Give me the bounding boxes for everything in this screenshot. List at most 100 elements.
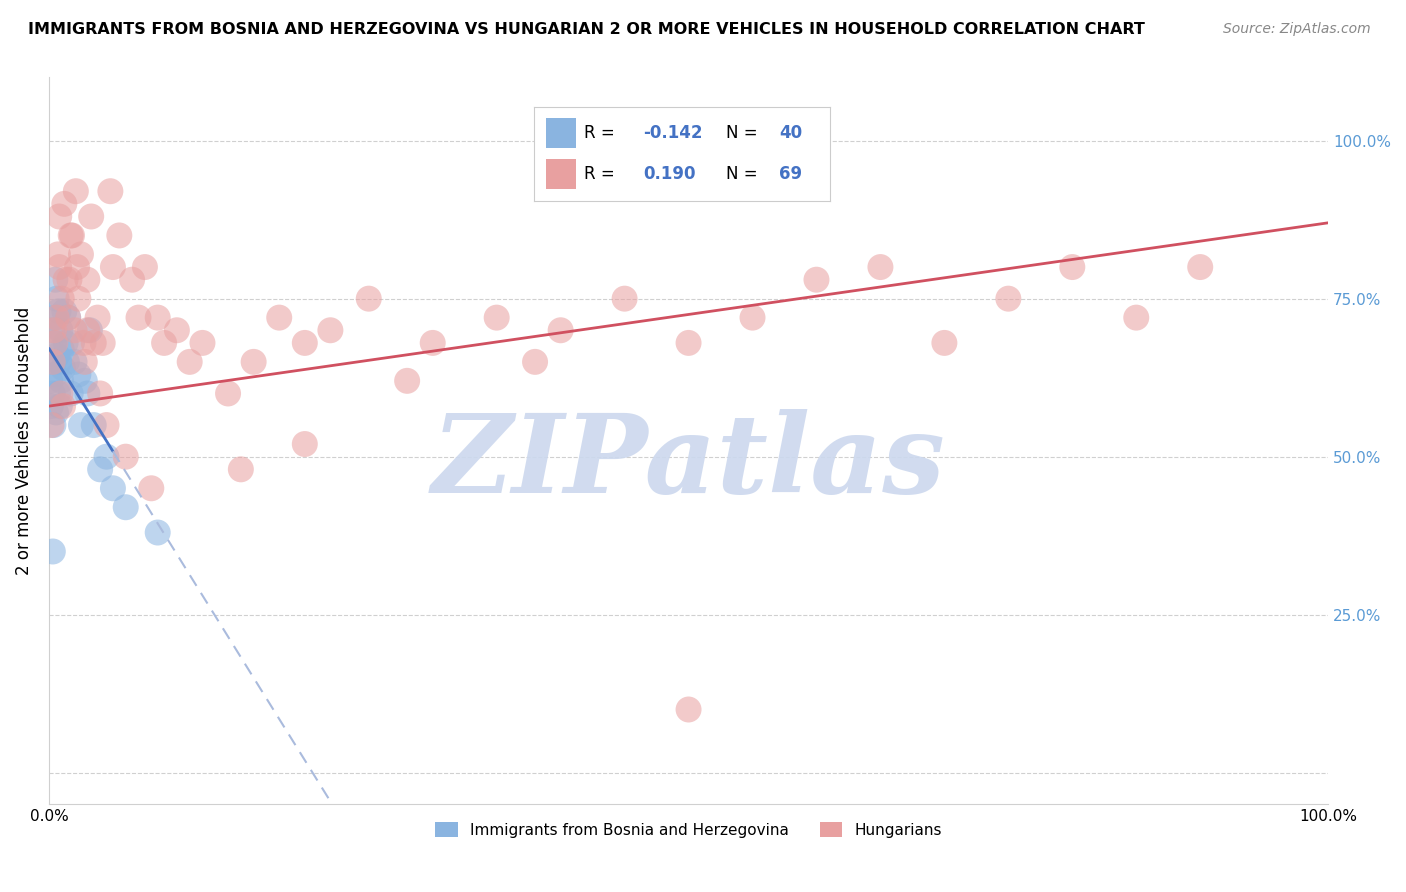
Point <box>294 335 316 350</box>
Point <box>146 310 169 325</box>
Point <box>613 292 636 306</box>
Point <box>229 462 252 476</box>
Point <box>128 310 150 325</box>
Bar <box>546 160 575 189</box>
Text: 69: 69 <box>779 166 803 184</box>
Point <box>678 335 700 350</box>
Point <box>191 335 214 350</box>
Point <box>1189 260 1212 274</box>
Point <box>396 374 419 388</box>
Point <box>42 335 65 350</box>
Point <box>72 335 94 350</box>
Point <box>357 292 380 306</box>
Point <box>121 273 143 287</box>
Point <box>146 525 169 540</box>
Point <box>44 335 66 350</box>
Point <box>108 228 131 243</box>
Point <box>678 702 700 716</box>
Point <box>56 310 79 325</box>
Point <box>83 418 105 433</box>
Point <box>52 399 75 413</box>
Text: N =: N = <box>725 166 763 184</box>
Point <box>48 260 70 274</box>
Point <box>55 335 77 350</box>
Point <box>101 481 124 495</box>
Point <box>76 273 98 287</box>
Point <box>997 292 1019 306</box>
Point <box>45 292 67 306</box>
Point <box>42 544 65 558</box>
Point <box>44 273 66 287</box>
Point <box>114 500 136 515</box>
Point <box>59 386 82 401</box>
Point <box>217 386 239 401</box>
Point <box>39 374 62 388</box>
Point <box>55 273 77 287</box>
Point <box>70 418 93 433</box>
Point <box>60 228 83 243</box>
Text: Source: ZipAtlas.com: Source: ZipAtlas.com <box>1223 22 1371 37</box>
Point <box>79 323 101 337</box>
Point <box>59 228 82 243</box>
Point <box>42 386 65 401</box>
Point <box>66 260 89 274</box>
Point <box>45 310 67 325</box>
Point <box>1062 260 1084 274</box>
Point <box>294 437 316 451</box>
Point <box>485 310 508 325</box>
Text: 0.190: 0.190 <box>644 166 696 184</box>
Point <box>422 335 444 350</box>
Point <box>51 343 73 357</box>
Point <box>46 349 69 363</box>
Point <box>41 355 63 369</box>
Point <box>67 292 90 306</box>
Legend: Immigrants from Bosnia and Herzegovina, Hungarians: Immigrants from Bosnia and Herzegovina, … <box>429 815 948 844</box>
Point <box>134 260 156 274</box>
Text: -0.142: -0.142 <box>644 124 703 142</box>
Point <box>52 361 75 376</box>
Text: ZIPatlas: ZIPatlas <box>432 409 945 516</box>
Point <box>83 335 105 350</box>
Point <box>934 335 956 350</box>
Point <box>86 310 108 325</box>
Point <box>42 418 65 433</box>
Y-axis label: 2 or more Vehicles in Household: 2 or more Vehicles in Household <box>15 307 32 575</box>
Point <box>63 355 86 369</box>
Bar <box>546 119 575 148</box>
Point <box>869 260 891 274</box>
Point <box>524 355 547 369</box>
Point <box>41 323 63 337</box>
Point <box>60 335 83 350</box>
Point <box>101 260 124 274</box>
Point <box>269 310 291 325</box>
Point <box>96 450 118 464</box>
Point <box>48 304 70 318</box>
Point <box>53 304 76 318</box>
Point <box>49 386 72 401</box>
Point <box>49 374 72 388</box>
Point <box>70 247 93 261</box>
Point <box>48 210 70 224</box>
Point <box>96 418 118 433</box>
Point <box>45 405 67 419</box>
Point <box>46 247 69 261</box>
Point <box>806 273 828 287</box>
Point <box>1125 310 1147 325</box>
Text: R =: R = <box>585 166 620 184</box>
Point <box>65 184 87 198</box>
Point <box>100 184 122 198</box>
Text: IMMIGRANTS FROM BOSNIA AND HERZEGOVINA VS HUNGARIAN 2 OR MORE VEHICLES IN HOUSEH: IMMIGRANTS FROM BOSNIA AND HERZEGOVINA V… <box>28 22 1144 37</box>
Point <box>44 310 66 325</box>
Point <box>51 292 73 306</box>
Point <box>166 323 188 337</box>
Point <box>56 355 79 369</box>
Point <box>114 450 136 464</box>
Point <box>44 368 66 382</box>
Point <box>73 355 96 369</box>
Text: N =: N = <box>725 124 763 142</box>
Point <box>42 355 65 369</box>
Point <box>42 323 65 337</box>
Text: R =: R = <box>585 124 620 142</box>
Text: 40: 40 <box>779 124 803 142</box>
Point <box>741 310 763 325</box>
